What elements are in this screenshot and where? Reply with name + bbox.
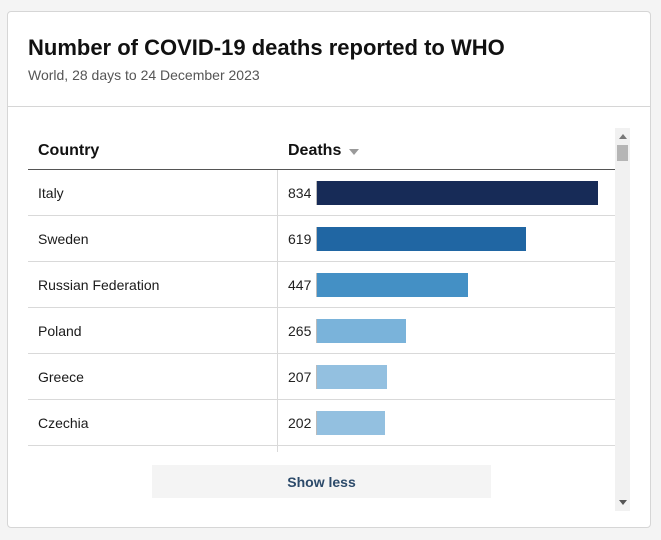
deaths-bar-track <box>316 318 598 343</box>
country-cell: Russian Federation <box>28 262 278 307</box>
deaths-bar <box>317 410 385 435</box>
deaths-value: 447 <box>288 276 312 293</box>
table-row: Poland 265 <box>28 308 615 354</box>
deaths-cell: 447 <box>278 262 615 307</box>
chart-card: Number of COVID-19 deaths reported to WH… <box>7 11 651 528</box>
deaths-bar <box>317 226 526 251</box>
deaths-bar-track <box>316 410 598 435</box>
table-row: Russian Federation 447 <box>28 262 615 308</box>
table-cell-partial <box>28 446 278 452</box>
table-row-partial <box>28 446 615 452</box>
show-less-button[interactable]: Show less <box>152 465 491 498</box>
table-row: Sweden 619 <box>28 216 615 262</box>
scroll-thumb[interactable] <box>617 145 628 161</box>
table-row: Greece 207 <box>28 354 615 400</box>
table-header: Country Deaths <box>28 132 615 170</box>
deaths-cell: 202 <box>278 400 615 445</box>
deaths-value: 202 <box>288 414 312 431</box>
country-cell: Greece <box>28 354 278 399</box>
column-header-deaths-label: Deaths <box>288 141 342 159</box>
deaths-value: 207 <box>288 368 312 385</box>
table-area: Country Deaths Italy 834 Sweden 619 Russian … <box>8 107 650 527</box>
deaths-cell: 834 <box>278 170 615 215</box>
scroll-up-arrow-icon[interactable] <box>619 134 627 139</box>
page-title: Number of COVID-19 deaths reported to WH… <box>28 35 505 60</box>
deaths-value: 834 <box>288 184 312 201</box>
deaths-cell: 619 <box>278 216 615 261</box>
deaths-bar <box>317 364 387 389</box>
deaths-bar-track <box>316 180 598 205</box>
deaths-bar <box>317 180 598 205</box>
deaths-bar-track <box>316 364 598 389</box>
scroll-down-arrow-icon[interactable] <box>619 500 627 505</box>
page-subtitle: World, 28 days to 24 December 2023 <box>28 67 260 83</box>
deaths-cell: 207 <box>278 354 615 399</box>
country-cell: Poland <box>28 308 278 353</box>
country-cell: Sweden <box>28 216 278 261</box>
column-header-deaths[interactable]: Deaths <box>278 141 360 160</box>
vertical-scrollbar[interactable] <box>615 128 630 511</box>
country-cell: Czechia <box>28 400 278 445</box>
table-row: Czechia 202 <box>28 400 615 446</box>
card-header: Number of COVID-19 deaths reported to WH… <box>8 12 650 107</box>
deaths-bar-track <box>316 226 598 251</box>
table-body: Italy 834 Sweden 619 Russian Federation 447 Po… <box>28 170 615 446</box>
deaths-value: 619 <box>288 230 312 247</box>
deaths-value: 265 <box>288 322 312 339</box>
column-header-country[interactable]: Country <box>38 141 100 159</box>
deaths-bar <box>317 318 406 343</box>
country-cell: Italy <box>28 170 278 215</box>
deaths-cell: 265 <box>278 308 615 353</box>
deaths-table: Country Deaths Italy 834 Sweden 619 Russian … <box>28 132 615 452</box>
table-row: Italy 834 <box>28 170 615 216</box>
deaths-bar <box>317 272 468 297</box>
sort-descending-icon[interactable] <box>349 148 360 155</box>
deaths-bar-track <box>316 272 598 297</box>
